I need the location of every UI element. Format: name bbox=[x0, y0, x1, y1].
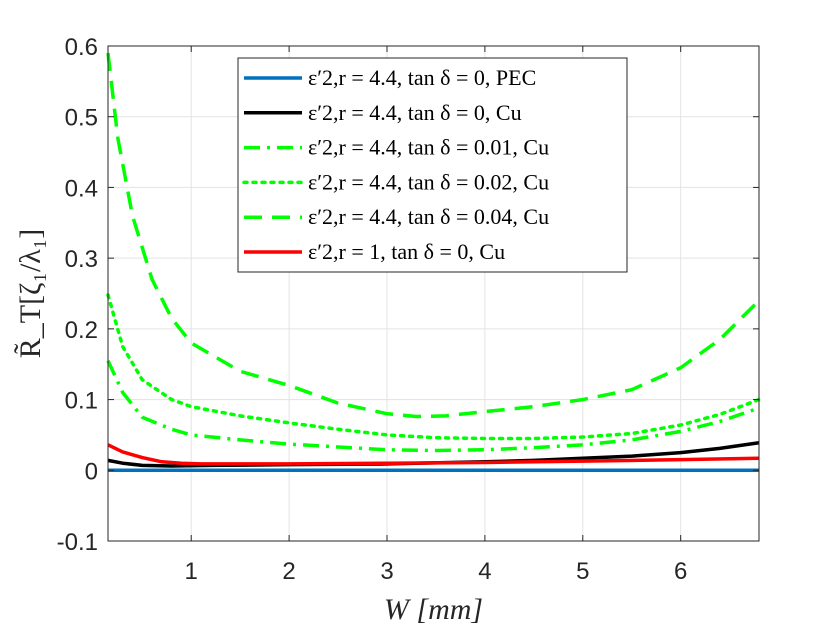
y-tick-label: 0.3 bbox=[65, 246, 98, 273]
y-tick-labels: -0.1 0 0.1 0.2 0.3 0.4 0.5 0.6 bbox=[57, 34, 98, 556]
legend-label-5: ε′2,r = 4.4, tan δ = 0.04, Cu bbox=[308, 204, 549, 229]
y-tick-label: 0.4 bbox=[65, 175, 98, 202]
x-tick-label: 4 bbox=[478, 558, 491, 585]
x-tick-label: 1 bbox=[185, 558, 198, 585]
x-axis-label: W [mm] bbox=[384, 593, 483, 626]
x-tick-label: 3 bbox=[380, 558, 393, 585]
y-axis-label: R̃_T[ζ₁/λ₁] bbox=[14, 229, 47, 359]
legend-label-6: ε′2,r = 1, tan δ = 0, Cu bbox=[308, 239, 505, 264]
x-tick-label: 5 bbox=[576, 558, 589, 585]
legend-label-4: ε′2,r = 4.4, tan δ = 0.02, Cu bbox=[308, 169, 549, 194]
x-tick-labels: 1 2 3 4 5 6 bbox=[185, 558, 688, 585]
series-line-4 bbox=[106, 293, 761, 441]
series-line-6 bbox=[107, 443, 760, 466]
axis-ticks bbox=[108, 45, 759, 542]
y-tick-label: 0.5 bbox=[65, 105, 98, 132]
x-tick-label: 2 bbox=[282, 558, 295, 585]
y-tick-label: 0 bbox=[85, 458, 98, 485]
x-tick-label: 6 bbox=[674, 558, 687, 585]
legend-label-3: ε′2,r = 4.4, tan δ = 0.01, Cu bbox=[308, 135, 549, 160]
y-tick-label: 0.2 bbox=[65, 317, 98, 344]
series-layer bbox=[106, 52, 761, 473]
legend-items: ε′2,r = 4.4, tan δ = 0, PEC ε′2,r = 4.4, … bbox=[242, 65, 549, 264]
y-tick-label: -0.1 bbox=[57, 529, 98, 556]
series-line-3 bbox=[106, 359, 760, 453]
legend-label-2: ε′2,r = 4.4, tan δ = 0, Cu bbox=[308, 100, 522, 125]
y-tick-label: 0.6 bbox=[65, 34, 98, 61]
legend-box bbox=[237, 57, 628, 273]
y-tick-label: 0.1 bbox=[65, 388, 98, 415]
legend-label-1: ε′2,r = 4.4, tan δ = 0, PEC bbox=[308, 65, 536, 90]
plot-frame bbox=[107, 45, 760, 542]
legend: ε′2,r = 4.4, tan δ = 0, PEC ε′2,r = 4.4, … bbox=[237, 57, 628, 273]
series-line-5 bbox=[106, 52, 761, 419]
